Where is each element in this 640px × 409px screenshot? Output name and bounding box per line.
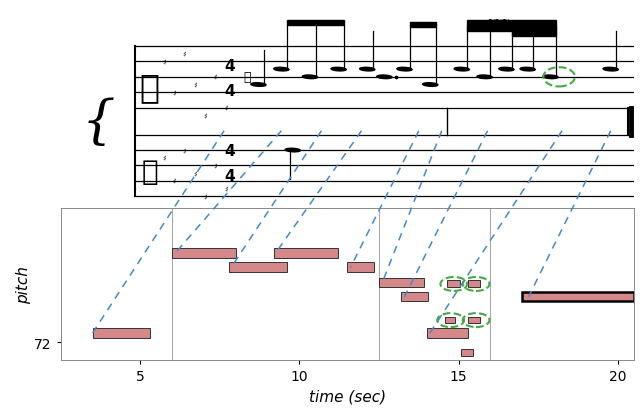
Ellipse shape <box>543 76 558 79</box>
Text: 𝄾: 𝄾 <box>243 71 251 84</box>
Bar <box>379 278 424 288</box>
Bar <box>522 292 634 302</box>
Text: ♯: ♯ <box>224 104 228 113</box>
Bar <box>230 263 287 273</box>
Text: ♯: ♯ <box>172 88 176 97</box>
Ellipse shape <box>520 68 535 72</box>
Ellipse shape <box>331 68 346 72</box>
Text: ♯: ♯ <box>224 184 228 193</box>
Text: ♯: ♯ <box>172 177 176 186</box>
Polygon shape <box>410 23 436 28</box>
Text: ♯: ♯ <box>162 154 166 163</box>
Polygon shape <box>467 21 556 26</box>
Text: ♯: ♯ <box>182 146 186 155</box>
Bar <box>445 317 456 323</box>
Text: ~~~: ~~~ <box>488 14 510 27</box>
Text: 4: 4 <box>225 58 235 74</box>
Bar <box>427 328 468 338</box>
Text: 𝄞: 𝄞 <box>140 71 159 104</box>
Ellipse shape <box>422 83 438 87</box>
Text: ♯: ♯ <box>162 58 166 67</box>
Ellipse shape <box>377 76 392 79</box>
Ellipse shape <box>302 76 317 79</box>
Text: 4: 4 <box>225 83 235 99</box>
Bar <box>468 317 480 323</box>
Bar <box>447 280 460 287</box>
Bar <box>347 263 374 273</box>
Polygon shape <box>512 33 556 37</box>
Bar <box>172 249 236 258</box>
Text: ♯: ♯ <box>214 162 218 171</box>
Bar <box>274 249 338 258</box>
Text: 𝄢: 𝄢 <box>141 158 158 186</box>
Ellipse shape <box>274 68 289 72</box>
Text: {: { <box>81 97 115 147</box>
Ellipse shape <box>603 68 618 72</box>
Bar <box>401 292 428 302</box>
Text: ♯: ♯ <box>193 169 196 178</box>
Text: ♯: ♯ <box>193 81 196 90</box>
Ellipse shape <box>477 76 492 79</box>
Bar <box>93 328 150 338</box>
Bar <box>468 280 480 287</box>
Text: ♯: ♯ <box>182 50 186 59</box>
Ellipse shape <box>360 68 375 72</box>
Bar <box>522 292 634 302</box>
X-axis label: time (sec): time (sec) <box>308 389 386 403</box>
Text: ♯: ♯ <box>204 112 207 121</box>
Text: 4: 4 <box>225 168 235 183</box>
Polygon shape <box>467 27 556 31</box>
Text: 4: 4 <box>225 143 235 158</box>
Ellipse shape <box>285 149 300 153</box>
Y-axis label: pitch: pitch <box>17 265 31 303</box>
Ellipse shape <box>251 83 266 87</box>
Polygon shape <box>287 21 344 26</box>
Ellipse shape <box>397 68 412 72</box>
Ellipse shape <box>454 68 469 72</box>
Ellipse shape <box>499 68 514 72</box>
Text: ♯: ♯ <box>204 192 207 201</box>
Text: ♯: ♯ <box>214 73 218 82</box>
Bar <box>461 349 473 356</box>
